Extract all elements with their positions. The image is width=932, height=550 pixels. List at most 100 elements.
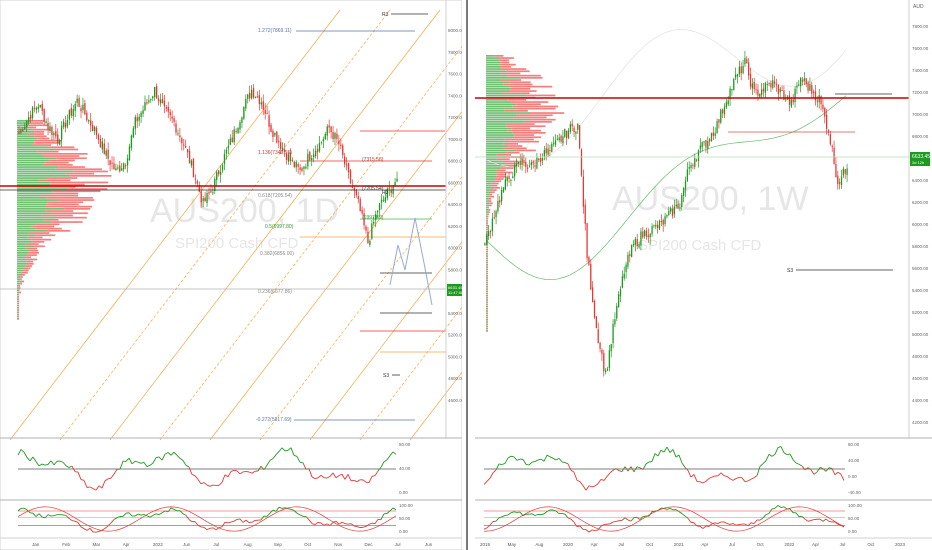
volume-profile-bar [486,70,507,73]
volume-profile-bar [486,77,521,79]
rsi-line [44,464,49,466]
rsi-line [594,483,599,487]
candle-body [796,85,798,88]
volume-profile-bar [486,231,488,233]
volume-profile-bar [491,182,499,185]
right-time-axis[interactable]: 2019 May Aug 2020 Apr Jul Oct 2021 Apr Jul Oct 2022… [480,542,906,547]
volume-profile-bar [51,192,79,195]
rsi-line [810,469,815,475]
fib-label-05: 0.5(6997.80) [265,224,294,230]
stoch-k-line [146,515,151,518]
left-price-axis[interactable]: 8000.00 7800.00 7600.00 7400.00 7200.00 7000.… [448,28,465,403]
volume-profile-bar [17,227,36,230]
volume-profile-bar [487,321,488,323]
volume-profile-bar [503,165,518,167]
left-rsi-panel[interactable]: 80.00 40.00 0.00 [17,442,411,495]
fib-label-0618: 0.618(7205.54) [258,193,292,199]
volume-profile-bar [17,208,65,210]
volume-profile-bar [501,92,530,95]
rsi-line [383,459,388,463]
volume-profile-bar [19,282,23,285]
right-price-axis[interactable]: 7800.00 7600.00 7400.00 7200.00 7000.00 6800.… [912,24,929,425]
rsi-line [744,480,749,483]
volume-profile-bar [17,186,38,188]
price-axis-tick: 5600.00 [912,266,929,271]
candle-body [309,152,311,161]
time-axis-tick: Jul [729,542,735,547]
rsi-line [236,470,241,475]
time-axis-tick: Apr [701,542,709,547]
stoch-k-line [768,508,773,514]
candle-body [376,210,379,213]
rsi-line [837,471,842,475]
panel-divider[interactable] [462,0,475,550]
candle-body [84,103,86,115]
left-chart-panel[interactable]: AUS200, 1D SPI200 Cash CFD 1.272(7869.11… [0,0,741,550]
rsi-line [690,474,695,478]
left-watermark-name: SPI200 Cash CFD [175,235,299,252]
rsi-line [203,482,208,486]
volume-profile-bar [64,208,91,210]
volume-profile-bar [25,243,39,245]
volume-profile-bar [17,214,42,217]
volume-profile-bar [486,206,488,209]
volume-profile-bar [26,260,34,263]
volume-profile-bar [506,70,530,73]
volume-profile-bar [487,257,488,260]
rsi-line [483,481,488,485]
candle-body [200,191,202,203]
volume-profile-bar [486,264,487,266]
candle-body [289,152,292,162]
candle-body [764,83,767,93]
stoch-k-line [819,518,824,522]
volume-profile-bar [499,63,516,66]
volume-profile-bar [486,297,488,299]
volume-profile-bar [28,124,49,127]
candle-body [526,167,529,169]
right-rsi-panel[interactable]: 80.00 40.00 0.00 -40.00 [483,442,861,495]
rsi-line [576,479,581,483]
right-currency-label: AUD [913,4,924,10]
candle-body [751,83,754,89]
stoch-k-line [107,522,112,527]
stoch-k-line [591,529,596,531]
candle-body [619,289,622,297]
stoch-k-line [840,525,845,528]
volume-profile-bar [17,166,59,168]
candle-body [679,207,681,209]
rsi-line [609,470,614,474]
right-chart-panel[interactable]: AUS200, 1W SPI200 Cash CFD S3 AUD 7800.0… [475,0,932,550]
rsi-line [528,461,533,466]
candle-body [111,162,113,164]
candle-body [194,178,197,180]
price-axis-tick: 7600.00 [912,46,929,51]
stoch-k-line [495,517,500,522]
candle-body [705,140,707,148]
fib-label-0382: 0.382(6856.00) [260,251,294,257]
volume-profile-bar [28,232,50,234]
candle-body [805,78,807,85]
volume-profile-bar [488,211,490,213]
volume-profile-bar [17,120,30,122]
candle-body [146,102,148,104]
price-axis-tick: 7400.00 [912,68,929,73]
stoch-k-line [639,516,644,520]
candle-body [515,163,518,167]
candle-body [630,244,633,257]
candle-body [534,165,536,167]
left-stochastic-panel[interactable]: 100.00 50.00 0.00 [17,503,413,534]
candle-body [762,88,765,92]
candle-body [311,158,313,161]
left-time-axis[interactable]: Jan Feb Mar Apr 2022 Jun Jul Aug Sep Oct Nov Dec Jul… [32,542,433,547]
stoch-k-line [326,523,331,526]
volume-profile-bar [486,79,501,81]
rsi-line [278,447,283,452]
volume-profile-bar [17,269,24,272]
stoch-k-line [230,520,235,523]
candle-body [163,100,166,107]
rsi-line [816,467,821,473]
volume-profile-bar [17,124,29,127]
right-stochastic-panel[interactable]: 100.00 50.00 0.00 [483,503,862,534]
stoch-k-line [305,516,310,521]
volume-profile-bar [486,281,487,284]
